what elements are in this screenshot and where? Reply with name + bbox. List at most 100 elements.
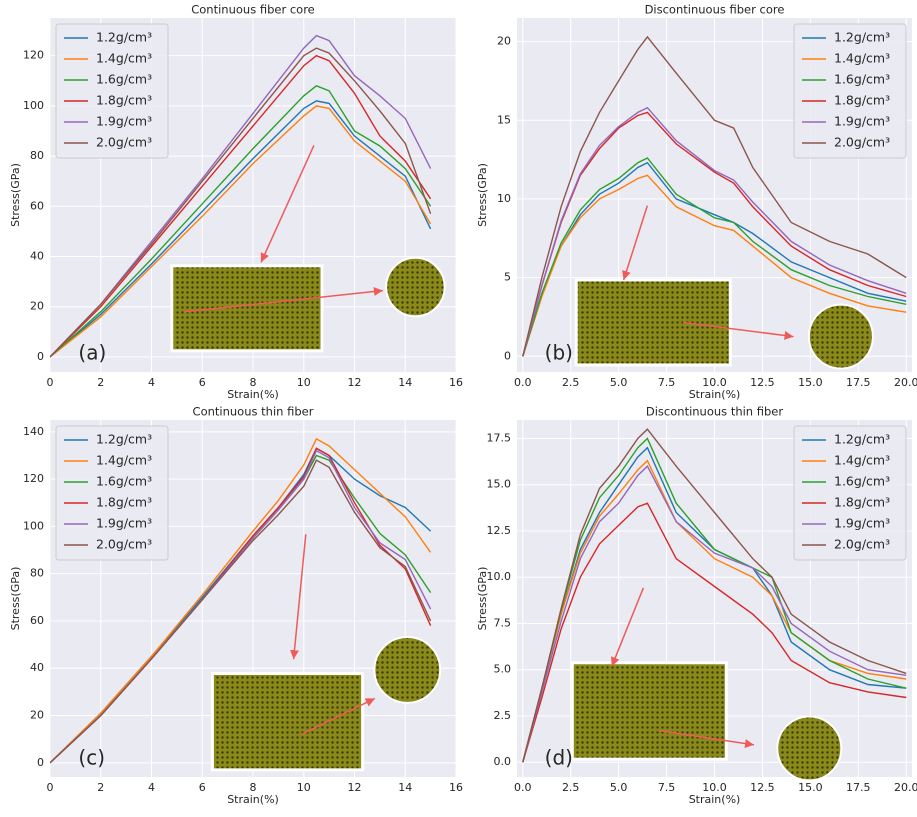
x-tick-label: 0 <box>47 781 54 794</box>
inset-zoom <box>809 305 873 369</box>
y-tick-label: 2.5 <box>494 709 512 722</box>
y-tick-label: 0 <box>37 350 44 363</box>
x-tick-label: 6 <box>199 781 206 794</box>
chart-title: Continuous thin fiber <box>193 405 314 419</box>
y-axis-label: Stress(GPa) <box>476 163 489 227</box>
legend-label: 1.9g/cm³ <box>96 114 152 129</box>
x-tick-label: 2 <box>97 376 104 389</box>
inset-structure <box>572 663 726 759</box>
legend-label: 1.2g/cm³ <box>834 432 890 447</box>
y-tick-label: 40 <box>30 661 44 674</box>
x-axis-label: Strain(%) <box>227 793 279 806</box>
x-tick-label: 17.5 <box>846 781 871 794</box>
legend-label: 1.4g/cm³ <box>834 51 890 66</box>
x-tick-label: 10 <box>297 376 311 389</box>
legend-label: 1.2g/cm³ <box>96 432 152 447</box>
x-tick-label: 6 <box>199 376 206 389</box>
panel-label: (b) <box>545 341 573 365</box>
y-tick-label: 12.5 <box>487 524 512 537</box>
legend-label: 1.6g/cm³ <box>96 72 152 87</box>
x-tick-label: 12.5 <box>750 376 775 389</box>
legend-label: 1.2g/cm³ <box>96 30 152 45</box>
y-axis-label: Stress(GPa) <box>476 567 489 631</box>
x-tick-label: 12 <box>348 781 362 794</box>
y-tick-label: 20 <box>30 300 44 313</box>
legend-label: 1.8g/cm³ <box>96 495 152 510</box>
y-tick-label: 60 <box>30 199 44 212</box>
x-tick-label: 5.0 <box>610 781 628 794</box>
x-tick-label: 16 <box>449 376 463 389</box>
panel-label: (a) <box>78 341 106 365</box>
chart-title: Continuous fiber core <box>191 3 315 17</box>
x-tick-label: 12.5 <box>750 781 775 794</box>
y-tick-label: 80 <box>30 567 44 580</box>
legend-label: 2.0g/cm³ <box>834 537 890 552</box>
y-tick-label: 120 <box>23 49 44 62</box>
inset-zoom <box>386 258 444 316</box>
legend-label: 1.6g/cm³ <box>834 72 890 87</box>
x-tick-label: 7.5 <box>658 781 676 794</box>
y-tick-label: 15.0 <box>487 478 512 491</box>
x-tick-label: 7.5 <box>658 376 676 389</box>
legend-label: 1.8g/cm³ <box>834 93 890 108</box>
x-tick-label: 0.0 <box>514 781 532 794</box>
y-tick-label: 80 <box>30 149 44 162</box>
legend-label: 1.4g/cm³ <box>834 453 890 468</box>
x-tick-label: 0 <box>47 376 54 389</box>
legend-label: 1.4g/cm³ <box>96 453 152 468</box>
x-axis-label: Strain(%) <box>227 388 279 401</box>
y-tick-label: 40 <box>30 250 44 263</box>
legend-label: 1.8g/cm³ <box>96 93 152 108</box>
inset-zoom <box>374 637 440 703</box>
x-tick-label: 2.5 <box>562 781 580 794</box>
inset-zoom <box>777 716 841 780</box>
y-tick-label: 20 <box>497 35 511 48</box>
subplot: 0.0 2.5 5.0 7.5 10.0 12.5 15.0 17.5 20.0 0.0 2.5 5.… <box>476 405 917 807</box>
x-tick-label: 0.0 <box>514 376 532 389</box>
y-tick-label: 10 <box>497 192 511 205</box>
y-tick-label: 0.0 <box>494 755 512 768</box>
y-axis-label: Stress(GPa) <box>9 567 22 631</box>
subplot: 02468101214160204060801001201401.2g/cm³1… <box>9 405 463 807</box>
legend-label: 1.4g/cm³ <box>96 51 152 66</box>
x-tick-label: 20.0 <box>894 781 917 794</box>
y-tick-label: 5 <box>504 271 511 284</box>
inset-structure <box>172 266 322 351</box>
y-tick-label: 17.5 <box>487 431 512 444</box>
inset-structure <box>212 673 362 769</box>
y-tick-label: 100 <box>23 99 44 112</box>
y-tick-label: 5.0 <box>494 663 512 676</box>
y-tick-label: 10.0 <box>487 570 512 583</box>
inset-structure <box>576 280 730 365</box>
y-tick-label: 120 <box>23 472 44 485</box>
y-tick-label: 140 <box>23 425 44 438</box>
legend-label: 1.9g/cm³ <box>834 516 890 531</box>
panel-label: (d) <box>545 746 573 770</box>
x-axis-label: Strain(%) <box>689 793 741 806</box>
x-tick-label: 4 <box>148 781 155 794</box>
x-tick-label: 14 <box>398 376 412 389</box>
y-tick-label: 0 <box>504 349 511 362</box>
chart-title: Discontinuous thin fiber <box>646 405 783 419</box>
panel-label: (c) <box>78 746 105 770</box>
x-tick-label: 15.0 <box>798 376 823 389</box>
legend-label: 1.9g/cm³ <box>96 516 152 531</box>
x-axis-label: Strain(%) <box>689 388 741 401</box>
y-tick-label: 7.5 <box>494 616 512 629</box>
legend-label: 1.2g/cm³ <box>834 30 890 45</box>
x-tick-label: 16 <box>449 781 463 794</box>
legend-label: 2.0g/cm³ <box>96 135 152 150</box>
y-tick-label: 0 <box>37 756 44 769</box>
x-tick-label: 10 <box>297 781 311 794</box>
legend-label: 2.0g/cm³ <box>96 537 152 552</box>
legend-label: 1.9g/cm³ <box>834 114 890 129</box>
x-tick-label: 15.0 <box>798 781 823 794</box>
chart-title: Discontinuous fiber core <box>645 3 785 17</box>
x-tick-label: 2.5 <box>562 376 580 389</box>
x-tick-label: 2 <box>97 781 104 794</box>
legend-label: 1.6g/cm³ <box>834 474 890 489</box>
y-tick-label: 20 <box>30 709 44 722</box>
figure: 02468101214160204060801001201.2g/cm³1.4g… <box>0 0 917 817</box>
